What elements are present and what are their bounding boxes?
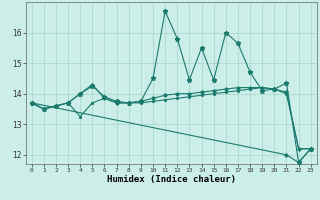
X-axis label: Humidex (Indice chaleur): Humidex (Indice chaleur) <box>107 175 236 184</box>
